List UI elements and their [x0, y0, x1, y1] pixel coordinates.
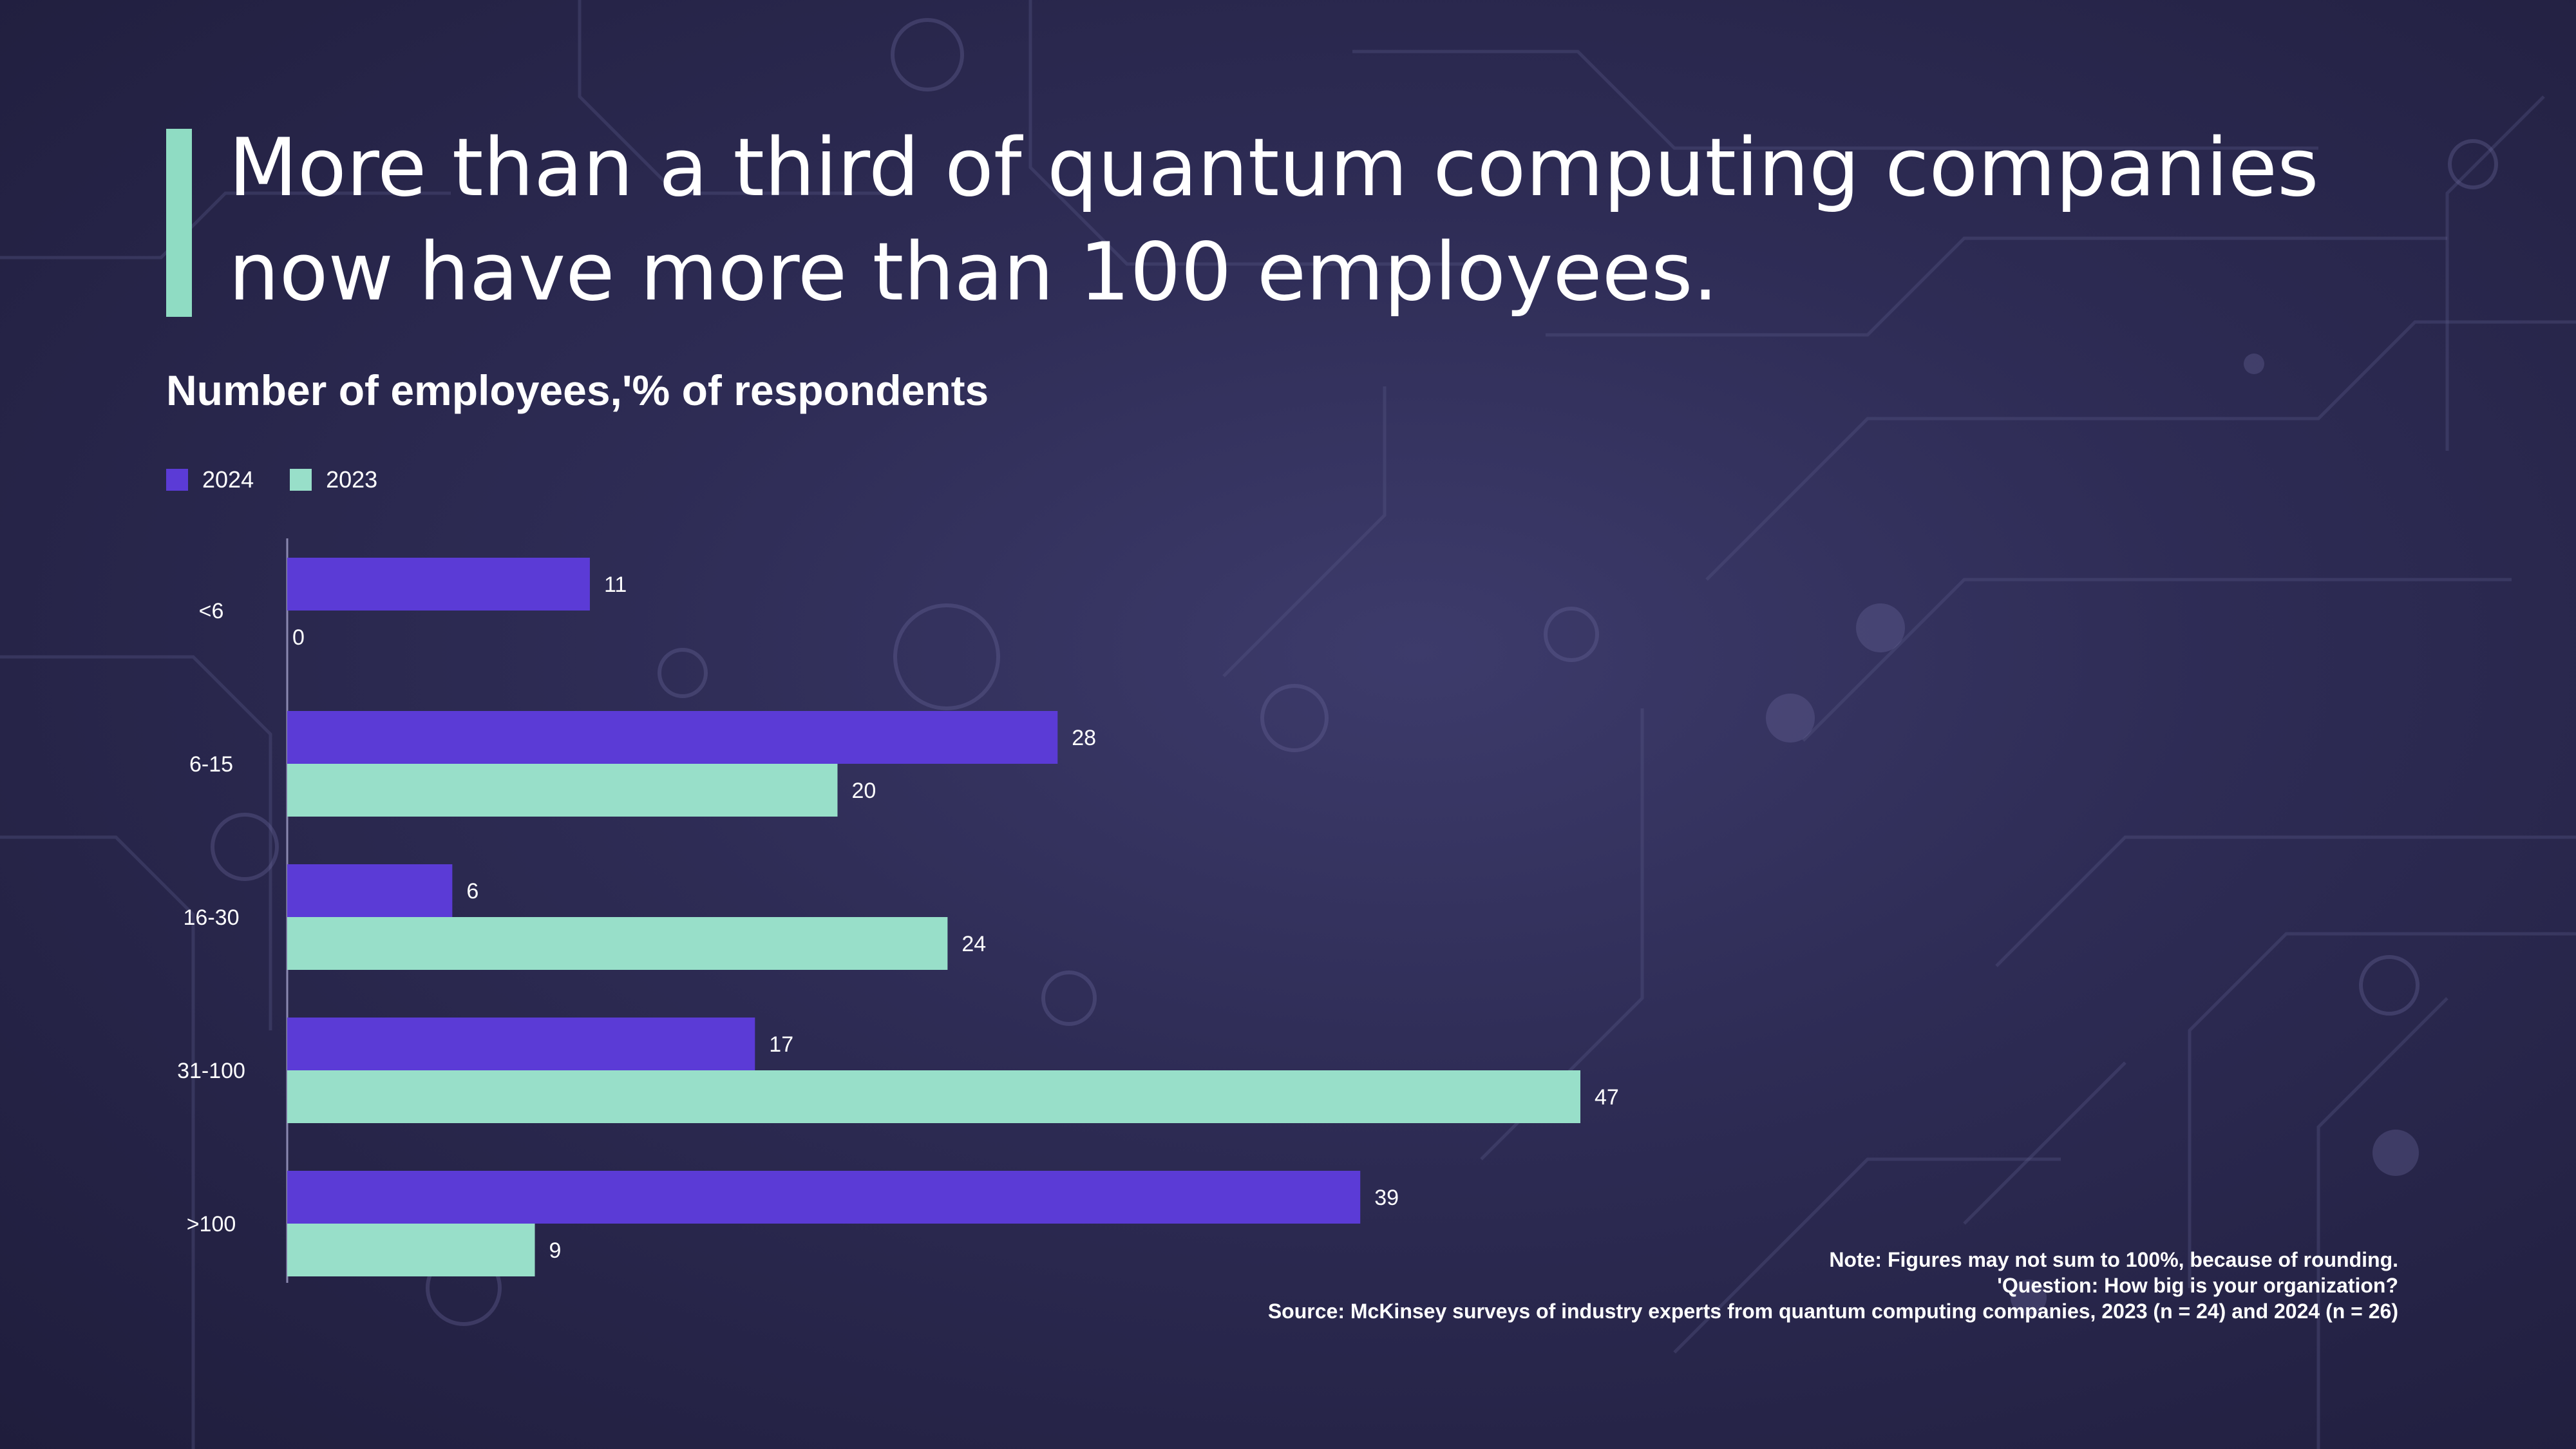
chart-legend: 2024 2023	[166, 466, 413, 493]
category-label: 16-30	[184, 905, 240, 930]
legend-label-2023: 2023	[326, 466, 378, 493]
data-label-2024: 28	[1072, 726, 1096, 750]
data-label-2024: 6	[466, 879, 478, 904]
category-label: 6-15	[189, 752, 233, 777]
data-label-2024: 17	[769, 1032, 793, 1057]
legend-item-2024: 2024	[166, 466, 254, 493]
bar-2024	[287, 558, 590, 611]
legend-swatch-2023	[290, 469, 312, 491]
note-text: Note: Figures may not sum to 100%, becau…	[1829, 1248, 2398, 1271]
title-line-2: now have more than 100 employees.	[229, 226, 1718, 319]
bar-2023	[287, 764, 838, 817]
data-label-2023: 0	[292, 625, 305, 650]
data-label-2023: 47	[1595, 1085, 1619, 1110]
bar-2024	[287, 864, 453, 917]
title-accent-bar	[166, 129, 192, 317]
footnotes: Note: Figures may not sum to 100%, becau…	[1268, 1247, 2398, 1324]
category-label: <6	[199, 599, 224, 623]
category-label: >100	[187, 1212, 236, 1236]
bar-2024	[287, 1171, 1361, 1224]
title-line-1: More than a third of quantum computing c…	[229, 122, 2319, 214]
bar-2024	[287, 1018, 755, 1070]
data-label-2024: 39	[1374, 1186, 1399, 1210]
category-label: 31-100	[177, 1059, 245, 1083]
bar-2024	[287, 711, 1058, 764]
bar-2023	[287, 1070, 1580, 1123]
legend-swatch-2024	[166, 469, 188, 491]
chart-title: Number of employees,'% of respondents	[166, 366, 989, 414]
data-label-2023: 9	[549, 1238, 562, 1263]
page-title: More than a third of quantum computing c…	[229, 116, 2354, 325]
question-text: 'Question: How big is your organization?	[1997, 1274, 2398, 1297]
data-label-2023: 20	[851, 779, 876, 803]
bar-2023	[287, 917, 948, 970]
legend-item-2023: 2023	[290, 466, 377, 493]
bar-2023	[287, 1224, 535, 1276]
source-text: Source: McKinsey surveys of industry exp…	[1267, 1300, 2398, 1323]
data-label-2023: 24	[961, 932, 986, 956]
data-label-2024: 11	[604, 573, 627, 597]
legend-label-2024: 2024	[202, 466, 254, 493]
